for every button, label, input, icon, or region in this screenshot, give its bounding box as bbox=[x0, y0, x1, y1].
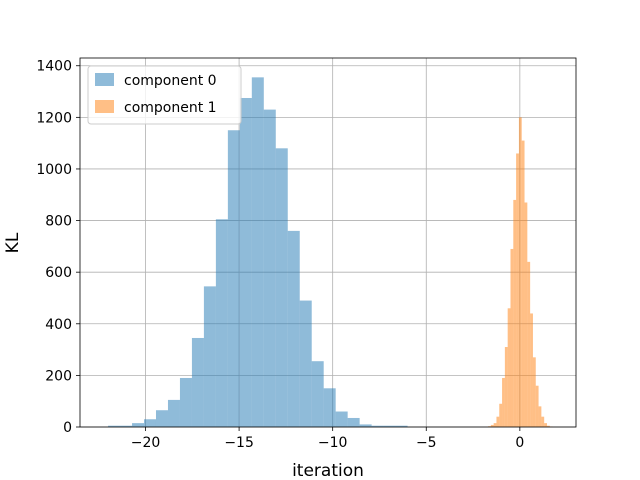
y-tick-label: 1400 bbox=[36, 59, 72, 75]
histogram-bar-component-1 bbox=[538, 406, 542, 427]
histogram-bars bbox=[108, 77, 553, 428]
histogram-bar-component-0 bbox=[335, 411, 348, 427]
histogram-bar-component-1 bbox=[507, 308, 511, 427]
x-tick-label: −10 bbox=[318, 435, 348, 451]
legend-swatch-component-1 bbox=[95, 100, 114, 113]
histogram-bar-component-1 bbox=[527, 261, 531, 427]
histogram-bar-component-1 bbox=[532, 357, 536, 427]
y-tick-label: 800 bbox=[45, 214, 72, 230]
histogram-bar-component-0 bbox=[383, 425, 396, 427]
histogram-bar-component-0 bbox=[239, 97, 252, 427]
histogram-bar-component-0 bbox=[311, 361, 324, 427]
histogram-bar-component-0 bbox=[191, 337, 204, 427]
histogram-bar-component-0 bbox=[299, 300, 312, 427]
histogram-bar-component-1 bbox=[544, 423, 547, 427]
y-tick-label: 0 bbox=[63, 420, 72, 436]
histogram-bar-component-0 bbox=[108, 425, 121, 427]
histogram-bar-component-0 bbox=[132, 423, 145, 427]
histogram-bar-component-0 bbox=[144, 419, 156, 427]
histogram-bar-component-1 bbox=[535, 385, 539, 427]
histogram-bar-component-0 bbox=[371, 425, 384, 427]
legend-box bbox=[87, 65, 242, 125]
x-tick-label: −15 bbox=[224, 435, 254, 451]
histogram-bar-component-0 bbox=[179, 377, 192, 427]
histogram-bar-component-0 bbox=[167, 399, 180, 427]
histogram-bar-component-1 bbox=[490, 424, 494, 427]
histogram-bar-component-0 bbox=[395, 425, 408, 427]
legend: component 0 component 1 bbox=[87, 65, 242, 125]
histogram-bar-component-1 bbox=[496, 416, 500, 427]
histogram-bar-component-0 bbox=[359, 424, 372, 427]
histogram-bar-component-0 bbox=[347, 417, 360, 427]
histogram-bar-component-0 bbox=[215, 219, 228, 427]
histogram-bar-component-1 bbox=[546, 425, 550, 427]
histogram-bar-component-0 bbox=[287, 230, 300, 427]
histogram-bar-component-1 bbox=[518, 117, 522, 428]
histogram-bar-component-1 bbox=[521, 140, 525, 427]
histogram-bar-component-0 bbox=[155, 410, 168, 427]
histogram-bar-component-0 bbox=[227, 130, 240, 427]
y-tick-label: 1200 bbox=[36, 110, 72, 126]
histogram-bar-component-1 bbox=[516, 153, 519, 427]
histogram-bar-component-1 bbox=[524, 202, 528, 427]
y-tick-label: 400 bbox=[45, 317, 72, 333]
y-axis-label: KL bbox=[3, 232, 23, 253]
histogram-bar-component-0 bbox=[263, 109, 276, 427]
x-tick-label: −5 bbox=[416, 435, 437, 451]
histogram-bar-component-0 bbox=[275, 148, 288, 427]
histogram-bar-component-0 bbox=[323, 388, 336, 427]
histogram-bar-component-1 bbox=[513, 199, 517, 427]
histogram-bar-component-1 bbox=[493, 423, 497, 427]
x-tick-label: 0 bbox=[515, 435, 524, 451]
axis-ticks: −20 −15 −10 −5 0 0 200 400 600 800 1000 1200 1400 bbox=[36, 59, 524, 451]
legend-swatch-component-0 bbox=[95, 73, 114, 86]
y-tick-label: 1000 bbox=[36, 162, 72, 178]
plot-frame bbox=[79, 57, 577, 428]
x-axis-label: iteration bbox=[292, 461, 364, 480]
x-tick-label: −20 bbox=[131, 435, 161, 451]
histogram-bar-component-1 bbox=[510, 248, 514, 427]
legend-label-component-1: component 1 bbox=[124, 100, 217, 116]
y-tick-label: 600 bbox=[45, 265, 72, 281]
histogram-bar-component-0 bbox=[203, 286, 216, 427]
y-tick-label: 200 bbox=[45, 368, 72, 384]
histogram-bar-component-1 bbox=[499, 403, 503, 427]
histogram-bar-component-0 bbox=[251, 77, 264, 427]
histogram-bar-component-0 bbox=[120, 425, 133, 427]
histogram-bar-component-1 bbox=[530, 313, 533, 427]
histogram-bar-component-1 bbox=[504, 347, 508, 427]
histogram-bar-component-1 bbox=[541, 416, 545, 427]
histogram-bar-component-1 bbox=[502, 377, 505, 427]
legend-label-component-0: component 0 bbox=[124, 73, 217, 89]
